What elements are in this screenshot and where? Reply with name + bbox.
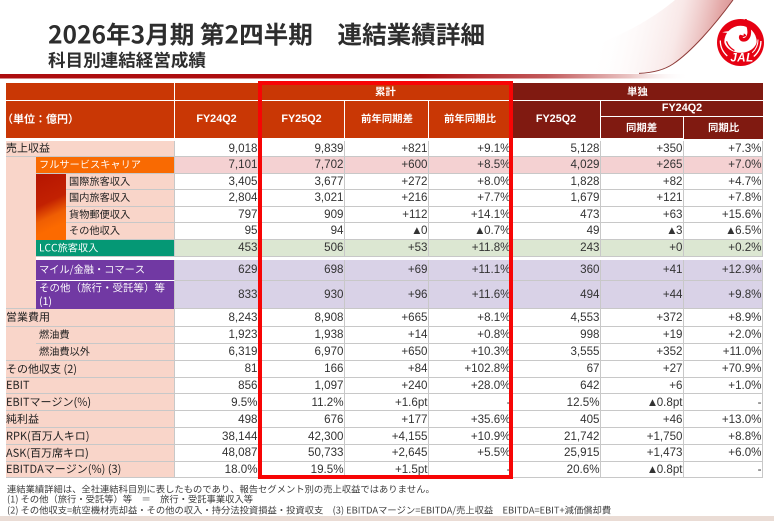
svg-text:JAL: JAL [730,53,753,65]
